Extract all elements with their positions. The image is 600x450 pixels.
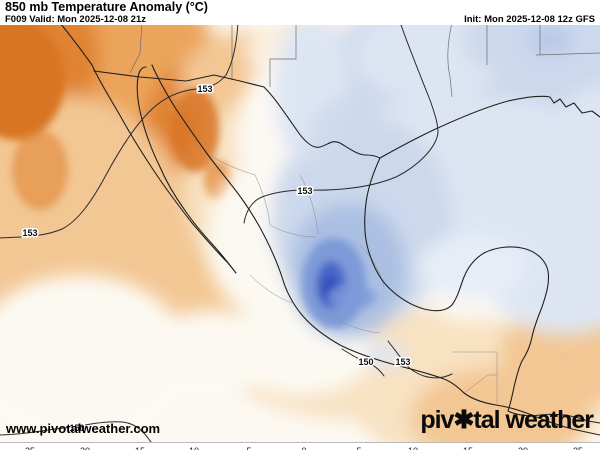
gear-icon: ✱ <box>453 406 474 434</box>
colorbar-tick: 15 <box>463 446 473 450</box>
product-title: 850 mb Temperature Anomaly (°C) <box>5 0 208 14</box>
header-bar: 850 mb Temperature Anomaly (°C) F009 Val… <box>0 0 600 25</box>
contour-labels: 153 153 153 153 150 150 <box>21 83 412 435</box>
contour-label-153: 153 <box>22 228 37 238</box>
cool-anomaly-cores <box>302 238 376 328</box>
colorbar-tick: 15 <box>135 446 145 450</box>
colorbar-tick: 10 <box>408 446 418 450</box>
contour-label-153: 153 <box>297 186 312 196</box>
contour-label-153: 153 <box>395 357 410 367</box>
colorbar-tick: 20 <box>518 446 528 450</box>
valid-time-label: F009 Valid: Mon 2025-12-08 21z <box>5 14 146 25</box>
colorbar-tick: 0 <box>301 446 306 450</box>
coastlines <box>60 25 600 436</box>
contour-label-150: 150 <box>358 357 373 367</box>
pivotal-weather-logo: piv✱tal weather <box>420 405 594 435</box>
colorbar-tick: 25 <box>573 446 583 450</box>
colorbar-tick-strip: 25 20 15 10 5 0 5 10 15 20 25 <box>0 442 600 450</box>
state-borders <box>129 25 600 98</box>
colorbar-tick: 5 <box>356 446 361 450</box>
logo-text-tal-weather: tal weather <box>473 406 594 434</box>
watermark-url: www.pivotalweather.com <box>6 421 161 436</box>
logo-text-piv: piv <box>420 406 454 434</box>
warm-anomaly-cores <box>0 25 347 349</box>
colorbar-tick: 5 <box>246 446 251 450</box>
contour-label-153: 153 <box>197 84 212 94</box>
anomaly-map-svg: 153 153 153 153 150 150 <box>0 25 600 442</box>
map-canvas: 153 153 153 153 150 150 <box>0 25 600 442</box>
mx-state-borders <box>209 154 498 405</box>
cool-anomaly-field <box>272 25 600 368</box>
contour-label-150: 150 <box>69 423 84 433</box>
colorbar-tick: 20 <box>80 446 90 450</box>
init-time-label: Init: Mon 2025-12-08 12z GFS <box>464 14 595 25</box>
neutral-corridor <box>0 55 375 442</box>
height-contours <box>0 25 453 442</box>
colorbar-tick: 25 <box>25 446 35 450</box>
colorbar-tick: 10 <box>189 446 199 450</box>
